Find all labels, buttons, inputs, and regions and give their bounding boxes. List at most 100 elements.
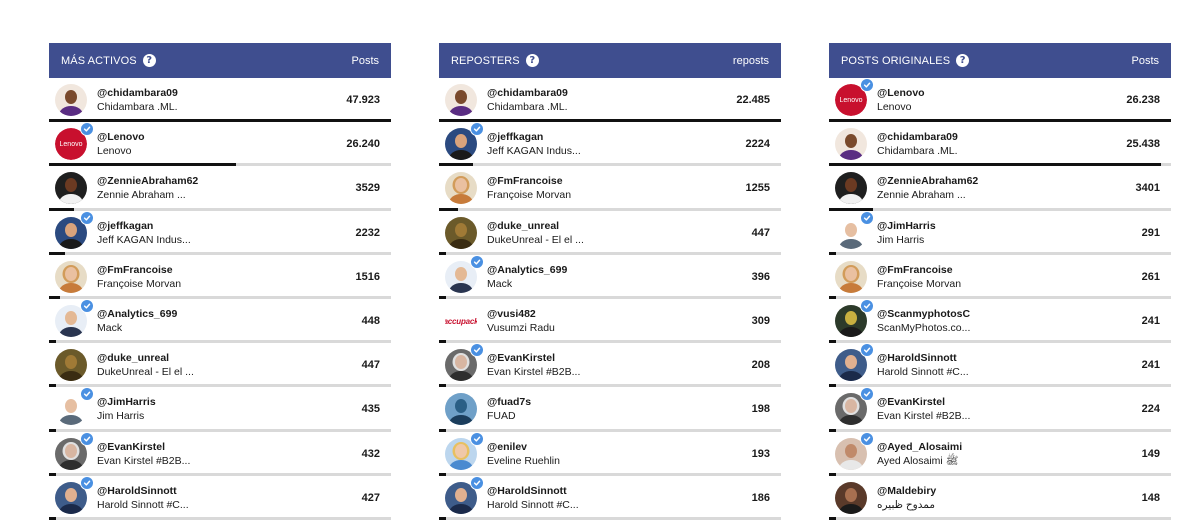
avatar[interactable] xyxy=(445,84,477,117)
progress-track xyxy=(829,163,1171,167)
user-display-name: Jim Harris xyxy=(877,233,925,246)
help-icon[interactable]: ? xyxy=(956,54,970,67)
list-item[interactable]: @FmFrancoise Françoise Morvan 261 xyxy=(829,255,1171,299)
list-item[interactable]: @jeffkagan Jeff KAGAN Indus... 2232 xyxy=(49,210,391,255)
list-item[interactable]: @chidambara09 Chidambara .ML. 22.485 xyxy=(439,78,781,123)
list-item[interactable]: Lenovo @Lenovo Lenovo 26.238 xyxy=(829,78,1171,123)
user-display-name: Françoise Morvan xyxy=(487,189,572,202)
user-handle[interactable]: @FmFrancoise xyxy=(877,263,953,276)
progress-track xyxy=(439,119,781,123)
avatar[interactable] xyxy=(55,437,87,470)
column-header: Posts xyxy=(1131,54,1159,67)
list-item[interactable]: Lenovo @Lenovo Lenovo 26.240 xyxy=(49,122,391,167)
user-handle[interactable]: @FmFrancoise xyxy=(97,263,173,276)
avatar[interactable] xyxy=(445,437,477,470)
avatar[interactable] xyxy=(835,172,867,205)
avatar[interactable] xyxy=(445,128,477,161)
user-handle[interactable]: @chidambara09 xyxy=(97,87,178,100)
help-icon[interactable]: ? xyxy=(525,54,539,67)
user-handle[interactable]: @chidambara09 xyxy=(487,87,568,100)
list-item[interactable]: @enilev Eveline Ruehlin 193 xyxy=(439,431,781,476)
list-item[interactable]: @duke_unreal DukeUnreal - El el ... 447 xyxy=(49,343,391,388)
avatar[interactable] xyxy=(835,128,867,161)
user-handle[interactable]: @Analytics_699 xyxy=(487,263,568,276)
list-item[interactable]: @HaroldSinnott Harold Sinnott #C... 427 xyxy=(49,475,391,520)
user-handle[interactable]: @FmFrancoise xyxy=(487,175,563,188)
list-item[interactable]: @FmFrancoise Françoise Morvan 1255 xyxy=(439,166,781,211)
user-handle[interactable]: @EvanKirstel xyxy=(877,396,946,409)
user-names: @Ayed_Alosaimi Ayed Alosaimi ﷺ xyxy=(877,440,1120,468)
list-item[interactable]: @EvanKirstel Evan Kirstel #B2B... 224 xyxy=(829,387,1171,432)
avatar[interactable] xyxy=(55,349,87,382)
list-item[interactable]: @Ayed_Alosaimi Ayed Alosaimi ﷺ 149 xyxy=(829,431,1171,476)
list-item[interactable]: @FmFrancoise Françoise Morvan 1516 xyxy=(49,255,391,299)
user-handle[interactable]: @HaroldSinnott xyxy=(487,484,567,497)
list-item[interactable]: @JimHarris Jim Harris 291 xyxy=(829,210,1171,255)
user-handle[interactable]: @duke_unreal xyxy=(487,219,560,232)
list-item[interactable]: @ZennieAbraham62 Zennie Abraham ... 3401 xyxy=(829,166,1171,211)
user-handle[interactable]: @ScanmyphotosC xyxy=(877,308,971,321)
user-handle[interactable]: @JimHarris xyxy=(877,219,936,232)
avatar[interactable] xyxy=(835,305,867,338)
list-item[interactable]: @Analytics_699 Mack 448 xyxy=(49,299,391,344)
post-count: 149 xyxy=(1141,447,1160,460)
user-handle[interactable]: @HaroldSinnott xyxy=(97,484,177,497)
user-display-name: Vusumzi Radu xyxy=(487,322,555,335)
list-item[interactable]: @ZennieAbraham62 Zennie Abraham ... 3529 xyxy=(49,166,391,211)
avatar[interactable] xyxy=(835,481,867,514)
progress-track xyxy=(829,384,1171,388)
list-item[interactable]: @chidambara09 Chidambara .ML. 25.438 xyxy=(829,122,1171,167)
user-handle[interactable]: @jeffkagan xyxy=(487,131,544,144)
user-handle[interactable]: @Analytics_699 xyxy=(97,308,178,321)
avatar[interactable] xyxy=(445,216,477,249)
avatar[interactable]: accupack xyxy=(445,305,477,337)
user-handle[interactable]: @Ayed_Alosaimi xyxy=(877,440,963,453)
user-handle[interactable]: @duke_unreal xyxy=(97,352,170,365)
avatar[interactable] xyxy=(55,84,87,117)
user-names: @chidambara09 Chidambara .ML. xyxy=(487,86,730,114)
list-item[interactable]: @ScanmyphotosC ScanMyPhotos.co... 241 xyxy=(829,299,1171,344)
user-handle[interactable]: @EvanKirstel xyxy=(97,440,166,453)
avatar[interactable] xyxy=(55,260,87,293)
avatar[interactable] xyxy=(445,172,477,205)
avatar[interactable]: Lenovo xyxy=(55,128,87,161)
avatar[interactable] xyxy=(55,481,87,514)
list-item[interactable]: @fuad7s FUAD 198 xyxy=(439,387,781,432)
progress-bar-fill xyxy=(439,251,446,255)
progress-bar-fill xyxy=(49,472,56,476)
user-handle[interactable]: @Lenovo xyxy=(97,131,145,144)
progress-bar-fill xyxy=(49,251,65,255)
post-count: 148 xyxy=(1141,491,1160,504)
user-handle[interactable]: @chidambara09 xyxy=(877,131,958,144)
user-handle[interactable]: @vusi482 xyxy=(487,308,536,321)
list-item[interactable]: @jeffkagan Jeff KAGAN Indus... 2224 xyxy=(439,122,781,167)
user-handle[interactable]: @ZennieAbraham62 xyxy=(97,175,199,188)
help-icon[interactable]: ? xyxy=(142,54,156,67)
list-item[interactable]: @Analytics_699 Mack 396 xyxy=(439,254,781,299)
user-handle[interactable]: @Lenovo xyxy=(877,87,925,100)
user-display-name: Lenovo xyxy=(97,145,132,158)
user-handle[interactable]: @HaroldSinnott xyxy=(877,352,957,365)
user-handle[interactable]: @fuad7s xyxy=(487,396,532,409)
avatar[interactable] xyxy=(835,260,867,293)
user-handle[interactable]: @JimHarris xyxy=(97,396,156,409)
list-item[interactable]: @Maldebiry ممدوح ظبيره 148 xyxy=(829,476,1171,520)
user-handle[interactable]: @enilev xyxy=(487,440,528,453)
list-item[interactable]: @chidambara09 Chidambara .ML. 47.923 xyxy=(49,78,391,123)
list-item[interactable]: @HaroldSinnott Harold Sinnott #C... 186 xyxy=(439,475,781,520)
user-handle[interactable]: @Maldebiry xyxy=(877,484,937,497)
progress-bar-fill xyxy=(439,428,446,432)
list-item[interactable]: @duke_unreal DukeUnreal - El el ... 447 xyxy=(439,211,781,255)
list-item[interactable]: @JimHarris Jim Harris 435 xyxy=(49,387,391,432)
list-item[interactable]: accupack @vusi482 Vusumzi Radu 309 xyxy=(439,299,781,344)
user-handle[interactable]: @EvanKirstel xyxy=(487,352,556,365)
avatar[interactable] xyxy=(445,393,477,426)
list-item[interactable]: @EvanKirstel Evan Kirstel #B2B... 432 xyxy=(49,431,391,476)
list-item[interactable]: @EvanKirstel Evan Kirstel #B2B... 208 xyxy=(439,343,781,388)
list-item[interactable]: @HaroldSinnott Harold Sinnott #C... 241 xyxy=(829,343,1171,388)
user-handle[interactable]: @ZennieAbraham62 xyxy=(877,175,979,188)
user-handle[interactable]: @jeffkagan xyxy=(97,219,154,232)
post-count: 1255 xyxy=(745,182,770,195)
user-display-name: Chidambara .ML. xyxy=(97,101,178,114)
avatar[interactable] xyxy=(55,172,87,205)
